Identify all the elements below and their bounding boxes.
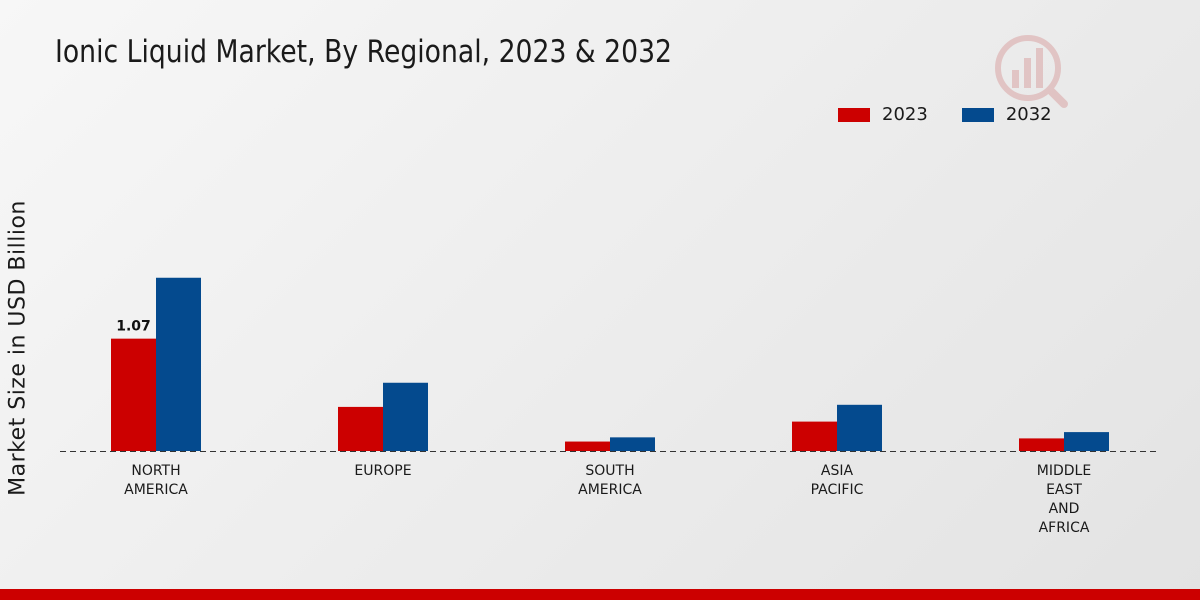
chart-title: Ionic Liquid Market, By Regional, 2023 &… [55,34,673,70]
bottom-accent-strip [0,589,1200,600]
bar-2032-north-america [156,277,201,451]
bar-2032-asia-pacific [837,404,882,451]
bar-2032-middle-east-and-africa [1064,432,1109,451]
data-label-2023-north-america: 1.07 [116,319,151,335]
legend-swatch-2023 [838,107,870,122]
bar-2032-south-america [610,437,655,451]
x-tick-label-asia-pacific: ASIA PACIFIC [811,463,864,498]
x-tick-label-south-america: SOUTH AMERICA [578,463,642,498]
legend-item-2032: 2032 [961,104,1052,125]
bar-2023-south-america [565,441,610,451]
legend-swatch-2032 [961,107,994,122]
x-tick-label-north-america: NORTH AMERICA [124,463,188,498]
legend-label-2032: 2032 [1005,104,1052,125]
legend: 2023 2032 [838,104,1086,125]
watermark-logo-icon [995,35,1068,108]
bar-2023-middle-east-and-africa [1019,438,1064,451]
x-tick-label-europe: EUROPE [354,463,411,479]
bar-2023-asia-pacific [792,421,837,451]
bar-2023-north-america [111,338,156,451]
x-tick-label-middle-east-and-africa: MIDDLE EAST AND AFRICA [1037,463,1091,536]
bar-2032-europe [383,382,428,451]
legend-item-2023: 2023 [838,104,928,125]
legend-label-2023: 2023 [882,104,928,125]
bar-2023-europe [338,406,383,451]
